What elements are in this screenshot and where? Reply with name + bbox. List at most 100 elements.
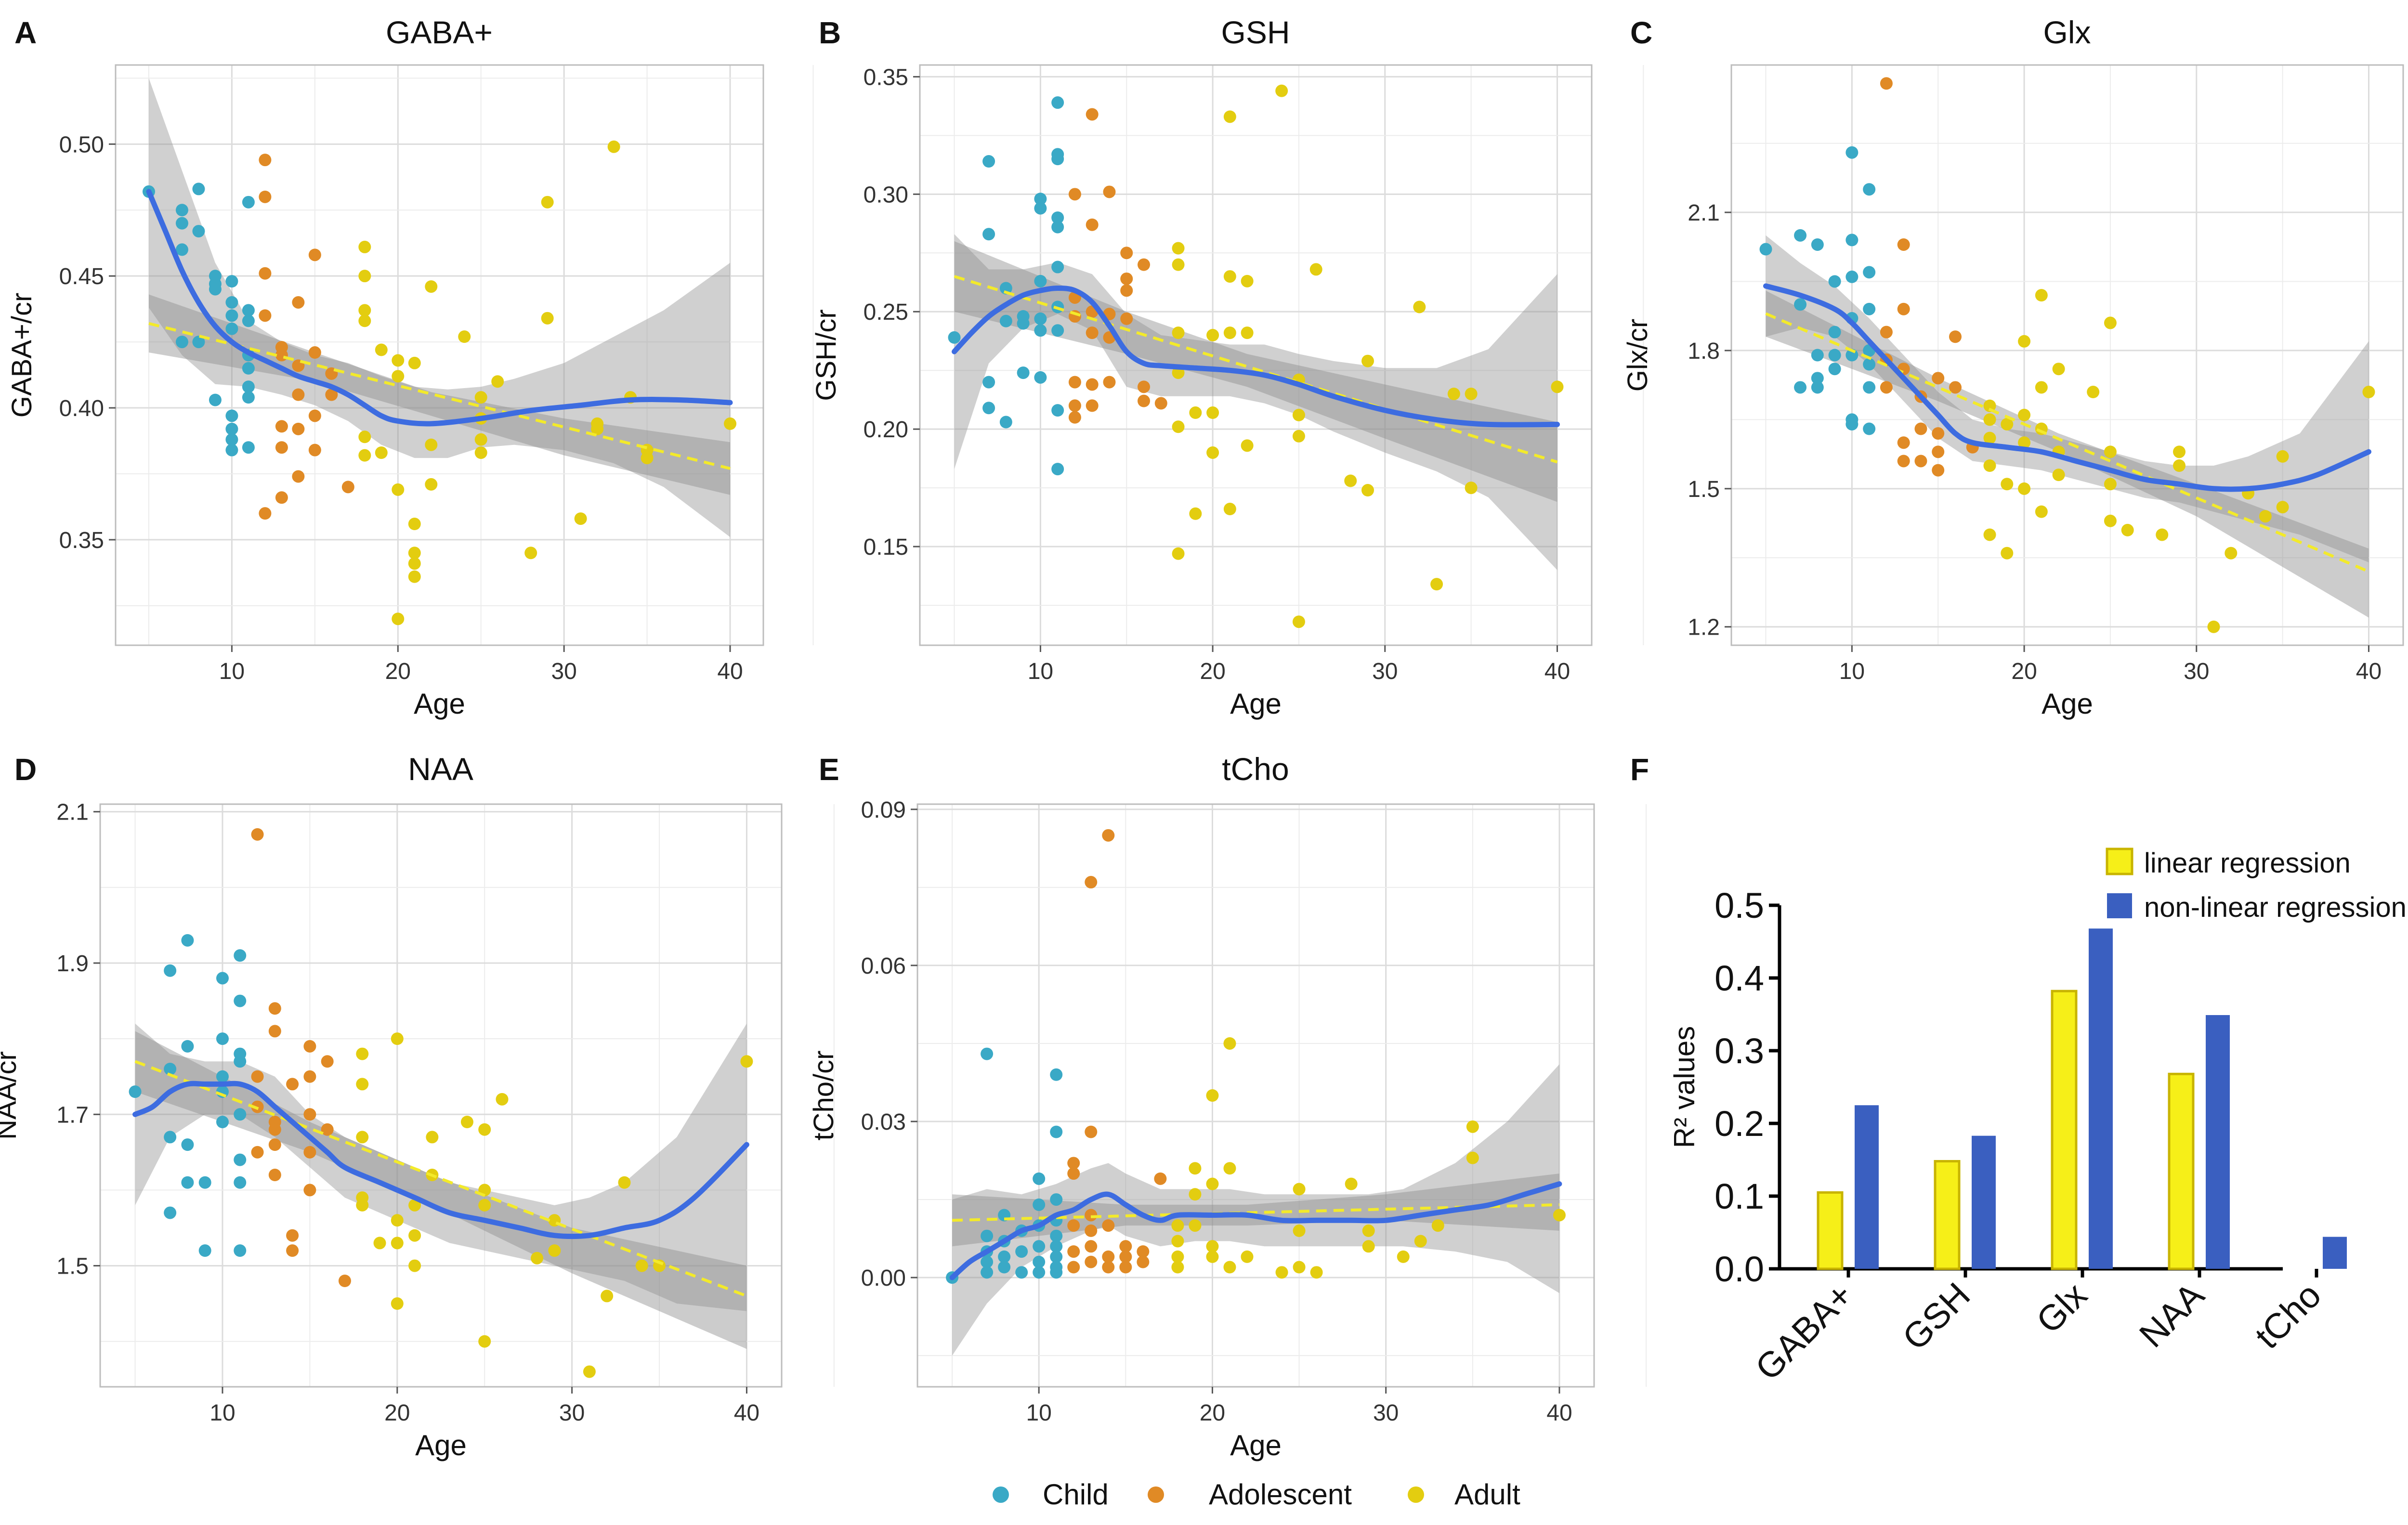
point-child <box>1050 1229 1063 1242</box>
y-tick-label: 0.20 <box>864 417 908 443</box>
point-adolescent <box>1932 445 1945 458</box>
legend-swatch-linear <box>2106 847 2133 875</box>
point-adolescent <box>1897 455 1910 468</box>
point-adolescent <box>1154 397 1167 410</box>
point-adolescent <box>308 443 321 456</box>
point-adult <box>356 1199 369 1212</box>
point-child <box>1811 349 1824 362</box>
y-axis-label: GABA+/cr <box>6 293 38 417</box>
point-adult <box>1465 387 1478 400</box>
point-child <box>1828 349 1841 362</box>
point-child <box>198 1244 211 1257</box>
point-adolescent <box>268 1169 281 1181</box>
point-child <box>242 196 255 209</box>
point-child <box>998 1250 1011 1263</box>
point-adult <box>425 280 438 293</box>
point-child <box>129 1085 142 1098</box>
point-adult <box>1466 1151 1479 1164</box>
point-child <box>999 314 1012 327</box>
point-adult <box>1241 1250 1254 1263</box>
point-child <box>1828 363 1841 376</box>
point-child <box>225 422 238 435</box>
legend-label-child: Child <box>1043 1478 1109 1511</box>
point-adolescent <box>1068 376 1081 389</box>
gridlines <box>920 65 1644 645</box>
x-tick-label: Glx <box>2028 1275 2094 1341</box>
point-child <box>181 1138 194 1151</box>
point-child <box>216 1070 229 1083</box>
point-adult <box>1241 274 1254 287</box>
point-adult <box>496 1093 509 1106</box>
point-adolescent <box>1138 380 1150 393</box>
point-adult <box>491 375 504 388</box>
nonlinear-smooth-line <box>132 1081 749 1239</box>
data-points <box>1759 77 2375 633</box>
point-adult <box>1447 387 1460 400</box>
point-adult <box>478 1335 491 1348</box>
point-adult <box>392 483 405 496</box>
bar-linear <box>1817 1191 1844 1270</box>
point-adult <box>474 446 487 459</box>
point-adult <box>2001 417 2014 430</box>
point-adult <box>358 449 371 462</box>
point-adult <box>1413 300 1426 313</box>
point-adult <box>1189 507 1202 520</box>
point-child <box>1050 1266 1063 1279</box>
point-adolescent <box>338 1275 351 1287</box>
point-adult <box>531 1251 544 1264</box>
point-adolescent <box>286 1229 299 1242</box>
point-adult <box>1223 1037 1236 1050</box>
x-tick-label: 40 <box>717 659 743 684</box>
point-child <box>1051 96 1064 109</box>
point-adult <box>474 391 487 404</box>
plot-border <box>919 64 1593 646</box>
point-adolescent <box>1120 284 1133 297</box>
point-adult <box>618 1176 631 1189</box>
point-adult <box>1223 110 1236 123</box>
point-adolescent <box>1085 876 1098 889</box>
point-child <box>1050 1193 1063 1206</box>
smooth-confidence-band <box>952 1064 1559 1356</box>
panel-letter: F <box>1630 752 1649 787</box>
point-adult <box>1983 413 1996 426</box>
point-child <box>1034 312 1047 325</box>
gridlines <box>116 65 814 645</box>
point-adult <box>1275 84 1288 97</box>
point-child <box>981 1255 994 1268</box>
point-adolescent <box>341 481 354 494</box>
point-adult <box>2018 436 2031 449</box>
plot-area <box>116 65 763 645</box>
point-adolescent <box>308 346 321 359</box>
linear-fit-line <box>148 322 731 470</box>
y-tick-label: 0.50 <box>59 132 104 157</box>
point-adult <box>1172 326 1185 339</box>
y-tick-label: 0.0 <box>1714 1249 1764 1289</box>
point-child <box>175 217 188 230</box>
point-child <box>1034 193 1047 206</box>
point-adult <box>2104 478 2117 491</box>
point-adolescent <box>1119 1240 1132 1253</box>
point-adolescent <box>1897 436 1910 449</box>
point-adult <box>408 557 421 570</box>
point-adult <box>1551 380 1564 393</box>
legend-label-adult: Adult <box>1454 1478 1520 1511</box>
x-axis-label: Age <box>2042 688 2093 720</box>
legend-dot-child <box>993 1486 1009 1503</box>
point-adult <box>1206 329 1219 342</box>
point-adolescent <box>1120 272 1133 285</box>
point-child <box>164 1131 177 1144</box>
y-tick-label: 0.15 <box>864 534 908 560</box>
point-child <box>1017 366 1030 379</box>
plot-area <box>100 804 782 1387</box>
point-adult <box>2018 408 2031 421</box>
point-adult <box>358 240 371 253</box>
point-child <box>1015 1266 1028 1279</box>
point-adolescent <box>1086 378 1099 391</box>
point-adult <box>2018 335 2031 348</box>
point-adolescent <box>286 1078 299 1091</box>
point-adolescent <box>303 1146 316 1159</box>
smooth-confidence-band <box>149 78 730 537</box>
nonlinear-smooth-line <box>949 1181 1562 1280</box>
point-child <box>242 362 255 375</box>
